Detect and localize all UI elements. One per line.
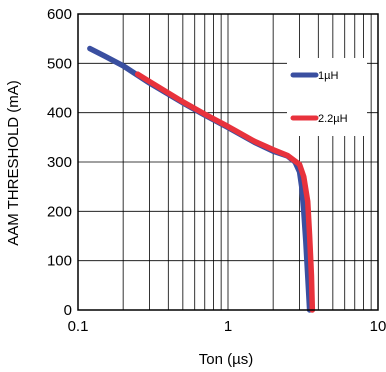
- series-layer: [87, 45, 316, 313]
- legend: 1µH 2.2µH: [287, 58, 367, 136]
- y-tick-label: 100: [47, 253, 72, 270]
- y-axis-label: AAM THRESHOLD (mA): [5, 80, 22, 246]
- y-tick-label: 400: [47, 105, 72, 122]
- y-tick-label: 600: [47, 6, 72, 23]
- x-tick-label: 0.1: [68, 318, 89, 335]
- y-tick-label: 500: [47, 55, 72, 72]
- x-tick-label: 10: [370, 318, 386, 335]
- y-tick-label: 300: [47, 154, 72, 171]
- tick-labels: 0 100 200 300 400 500 600 0.1 1 10: [47, 6, 386, 335]
- y-tick-label: 0: [64, 302, 72, 319]
- y-tick-label: 200: [47, 203, 72, 220]
- legend-label-1uh: 1µH: [318, 70, 338, 82]
- x-tick-label: 1: [224, 318, 232, 335]
- plot-frame: [77, 13, 379, 311]
- series-line-2-2uh: [134, 71, 316, 313]
- legend-label-2-2uh: 2.2µH: [318, 113, 348, 125]
- x-axis-label: Ton (µs): [199, 351, 254, 368]
- legend-background: [287, 58, 367, 136]
